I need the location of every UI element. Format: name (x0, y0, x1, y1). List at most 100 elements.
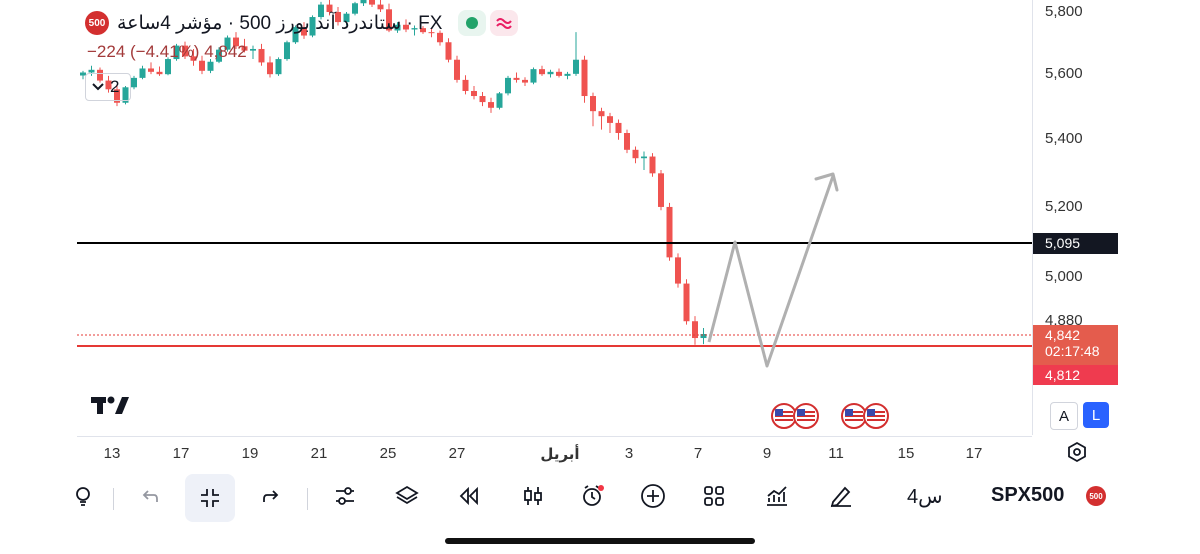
candle-body (224, 37, 231, 50)
layers-icon[interactable] (387, 476, 427, 516)
time-axis[interactable]: 13 17 19 21 25 27 أبريل 3 7 9 11 15 17 (77, 436, 1032, 471)
us-flag-icon[interactable] (863, 403, 889, 429)
candle-body (445, 42, 452, 60)
interval-selector[interactable]: 4س (907, 486, 943, 508)
alert-clock-icon[interactable] (573, 476, 613, 516)
market-open-icon[interactable] (458, 10, 487, 36)
candle-body (454, 59, 460, 80)
candle-body (122, 87, 129, 103)
candle-body (700, 334, 707, 339)
candle-body (352, 3, 358, 14)
candle-body (462, 79, 469, 91)
object-tree-icon[interactable] (63, 476, 103, 516)
indicators-toggle[interactable]: 2 (85, 73, 131, 101)
drawing-tools-icon[interactable] (821, 476, 861, 516)
candle-body (369, 0, 375, 5)
symbol-search[interactable]: SPX500 (991, 484, 1065, 506)
price-tick: 5,600 (1045, 65, 1083, 82)
chart-app: 500 ستاندرد آند بورز 500 · مؤشر 4ساعة · … (76, 0, 1125, 526)
us-flag-icon[interactable] (771, 403, 797, 429)
candle-body (105, 80, 112, 90)
time-tick: 11 (828, 445, 844, 462)
candle-body (267, 62, 273, 75)
time-tick: 15 (897, 445, 915, 462)
bar-countdown: 02:17:48 (1045, 343, 1100, 359)
candle-body (471, 90, 477, 97)
candle-body (573, 59, 579, 74)
projection-arrowhead (814, 172, 839, 192)
symbol-title[interactable]: ستاندرد آند بورز 500 · مؤشر 4ساعة · FX (117, 12, 443, 34)
candle-body (139, 68, 146, 78)
candle-body (564, 73, 571, 76)
price-axis[interactable]: 5,800 5,600 5,400 5,200 5,000 4,880 5,09… (1032, 0, 1125, 435)
candle-body (216, 49, 222, 62)
chart-canvas[interactable] (77, 0, 1032, 436)
time-tick: 3 (624, 445, 634, 462)
candle-body (190, 56, 197, 61)
black-line-price-label: 5,095 (1033, 233, 1118, 254)
candle-body (513, 77, 520, 80)
candle-body (530, 69, 537, 83)
symbol-logo: 500 (85, 11, 109, 35)
candle-body (615, 122, 622, 134)
chart-settings-icon[interactable] (1065, 440, 1089, 469)
candle-body (437, 32, 443, 43)
status-indicators[interactable] (458, 10, 519, 36)
candle-body (666, 206, 673, 258)
candle-body (641, 156, 647, 159)
home-indicator (445, 538, 755, 544)
us-flag-icon[interactable] (793, 403, 819, 429)
candles-chart-type-icon[interactable] (513, 476, 553, 516)
candle-body (403, 24, 409, 30)
toolbar-divider (113, 488, 114, 510)
candle-body (377, 4, 384, 10)
time-tick: 17 (172, 445, 190, 462)
add-icon[interactable] (633, 476, 673, 516)
tradingview-logo-icon[interactable] (91, 394, 131, 421)
candle-body (233, 37, 239, 47)
candle-body (590, 96, 596, 112)
candle-body (148, 68, 154, 72)
candle-body (649, 156, 656, 174)
time-tick: 25 (379, 445, 397, 462)
price-tick: 5,200 (1045, 198, 1083, 215)
bar-replay-icon[interactable] (449, 476, 489, 516)
candle-body (292, 27, 299, 43)
candle-body (165, 59, 171, 75)
candle-body (114, 89, 120, 103)
price-tick: 5,400 (1045, 130, 1083, 147)
candle-body (420, 28, 426, 33)
candle-body (182, 45, 188, 57)
indicators-icon[interactable] (757, 476, 797, 516)
candle-body (632, 149, 639, 159)
price-tick: 5,800 (1045, 3, 1083, 20)
price-change: −224 (−4.41%) 4,842 (87, 42, 247, 61)
delayed-data-icon[interactable] (490, 10, 519, 36)
auto-scale-button[interactable]: A (1050, 402, 1078, 430)
fit-screen-icon[interactable] (185, 474, 235, 522)
candle-body (488, 102, 494, 108)
candle-body (335, 12, 341, 23)
economic-events[interactable] (771, 403, 889, 429)
legend-header: 500 ستاندرد آند بورز 500 · مؤشر 4ساعة · … (85, 8, 519, 38)
redo-icon[interactable] (252, 476, 292, 516)
chevron-down-icon (92, 83, 104, 91)
candle-body (343, 13, 350, 23)
indicators-settings-icon[interactable] (325, 476, 365, 516)
candle-body (624, 133, 630, 150)
log-scale-button[interactable]: L (1083, 402, 1109, 428)
current-price-label: 4,842 02:17:48 (1033, 325, 1118, 365)
time-tick: 9 (762, 445, 772, 462)
time-tick: 21 (310, 445, 328, 462)
candle-body (207, 61, 214, 71)
candle-body (284, 42, 290, 60)
projection-path[interactable] (707, 175, 835, 368)
time-tick: 7 (693, 445, 703, 462)
layout-grid-icon[interactable] (694, 476, 734, 516)
indicator-count: 2 (110, 77, 120, 96)
undo-icon[interactable] (129, 476, 169, 516)
time-tick: 27 (448, 445, 466, 462)
candle-body (309, 17, 316, 36)
candle-body (97, 69, 103, 81)
candle-body (301, 27, 307, 36)
